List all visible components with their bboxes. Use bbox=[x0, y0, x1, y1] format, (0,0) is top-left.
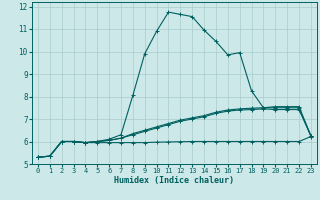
X-axis label: Humidex (Indice chaleur): Humidex (Indice chaleur) bbox=[115, 176, 234, 185]
